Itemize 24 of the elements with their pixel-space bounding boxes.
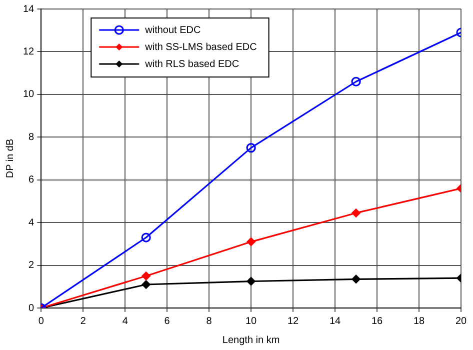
x-tick-label: 2 (80, 316, 86, 327)
x-tick-label: 14 (329, 316, 342, 327)
y-axis-title: DP in dB (4, 138, 16, 178)
x-axis-title: Length in km (222, 334, 280, 346)
y-tick-label: 8 (28, 132, 35, 143)
x-tick-label: 8 (206, 316, 212, 327)
x-tick-label: 4 (122, 316, 128, 327)
x-tick-label: 16 (371, 316, 384, 327)
y-tick-label: 2 (28, 260, 35, 272)
y-tick-label: 12 (23, 46, 35, 58)
legend-label: with SS-LMS based EDC (144, 42, 257, 53)
x-tick-label: 18 (413, 316, 426, 327)
y-tick-label: 6 (28, 174, 35, 186)
y-tick-label: 4 (28, 217, 35, 228)
y-tick-label: 10 (23, 89, 35, 100)
legend-label: without EDC (144, 24, 201, 36)
y-tick-label: 0 (28, 302, 35, 314)
x-tick-label: 12 (287, 316, 300, 327)
x-tick-label: 6 (164, 316, 170, 327)
x-tick-label: 10 (246, 316, 258, 327)
y-tick-label: 14 (23, 4, 35, 15)
x-tick-label: 0 (38, 316, 44, 327)
legend-label: with RLS based EDC (144, 58, 240, 70)
x-tick-label: 20 (455, 316, 467, 327)
